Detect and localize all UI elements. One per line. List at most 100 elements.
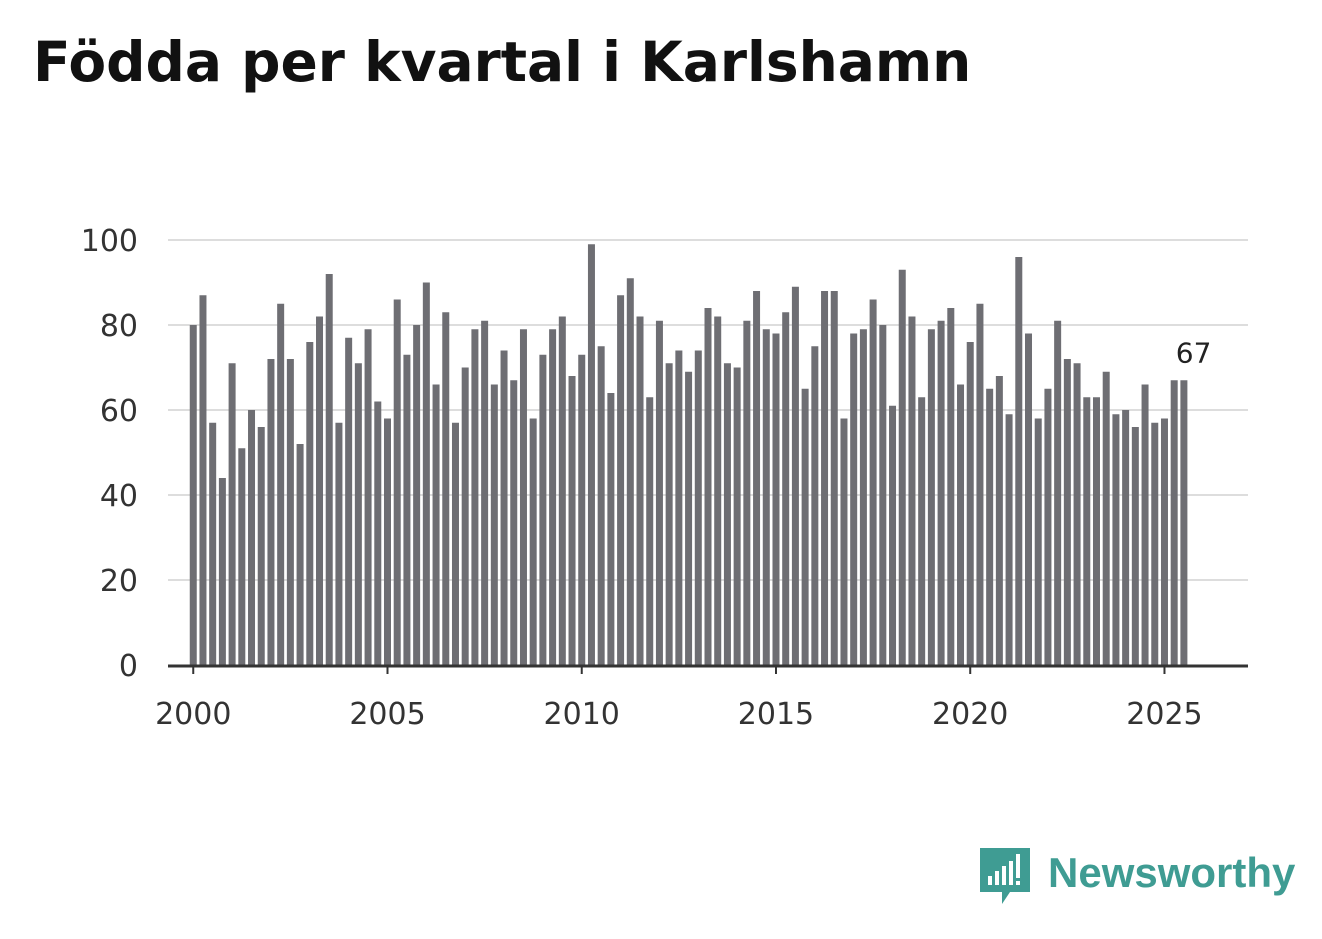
x-tick-label: 2000 [155,697,231,732]
bar [821,291,829,665]
bar [461,367,469,665]
bar [257,427,265,665]
bar [1005,414,1013,665]
bar [753,291,761,665]
bar [393,299,401,665]
bar [500,350,508,665]
newsworthy-logo-icon [980,848,1030,904]
bar [607,393,615,665]
bar [840,418,848,665]
bar [1015,257,1023,665]
bar [1092,397,1100,665]
y-tick-label: 60 [100,394,138,429]
brand-name: Newsworthy [1048,849,1296,896]
bar [277,303,285,665]
bar [248,410,256,665]
highlight-data-label: 67 [1176,336,1212,369]
bar [568,376,576,665]
bar [451,422,459,665]
y-tick-label: 20 [100,564,138,599]
bar [238,448,246,665]
bar [947,308,955,665]
bar [228,363,236,665]
bar [1141,384,1149,665]
bar [1054,320,1062,665]
bar [1063,359,1071,665]
bar [558,316,566,665]
bar [772,333,780,665]
bar [1083,397,1091,665]
bar [957,384,965,665]
bar [354,363,362,665]
bar [209,422,217,665]
bar [859,329,867,665]
bar [1034,418,1042,665]
bar [743,320,751,665]
x-tick-label: 2005 [349,697,425,732]
bar [830,291,838,665]
bar [199,295,207,665]
bar [1025,333,1033,665]
bar [345,337,353,665]
axes: 0 20 40 60 80 100 2000 2005 2010 2015 2020 2025 [81,224,1248,732]
bar [374,401,382,665]
bar [918,397,926,665]
bar [578,354,586,665]
bar [1151,422,1159,665]
bar [286,359,294,665]
bar [383,418,391,665]
bar [675,350,683,665]
bar [782,312,790,665]
bar [714,316,722,665]
bar [587,244,595,665]
data-labels: 67 [1176,336,1212,369]
bar [296,444,304,665]
bar [811,346,819,665]
bar [403,354,411,665]
x-tick-label: 2020 [932,697,1008,732]
bar [490,384,498,665]
bar [704,308,712,665]
bar [306,342,314,665]
bar [1131,427,1139,665]
bar [1180,380,1188,665]
bar [869,299,877,665]
bar [937,320,945,665]
bar [1044,388,1052,665]
bar [617,295,625,665]
bar [597,346,605,665]
bar [733,367,741,665]
bar [539,354,547,665]
bar [908,316,916,665]
bar [762,329,770,665]
bar [995,376,1003,665]
x-tick-label: 2015 [738,697,814,732]
bar [723,363,731,665]
y-tick-label: 80 [100,309,138,344]
y-tick-label: 0 [119,649,138,684]
bar [685,371,693,665]
chart-title: Födda per kvartal i Karlshamn [33,30,972,94]
bar [529,418,537,665]
bar [316,316,324,665]
bar [889,405,897,665]
bar [325,274,333,665]
bar [510,380,518,665]
bar [1112,414,1120,665]
bar [626,278,634,665]
bar [1073,363,1081,665]
bar [927,329,935,665]
bar [413,325,421,665]
bars [189,244,1188,665]
bar [966,342,974,665]
bar [791,286,799,665]
bar [218,478,226,665]
bar [1160,418,1168,665]
bar [879,325,887,665]
bar [422,282,430,665]
bar [335,422,343,665]
y-tick-label: 100 [81,224,138,259]
bar [1122,410,1130,665]
bar [850,333,858,665]
bar [636,316,644,665]
